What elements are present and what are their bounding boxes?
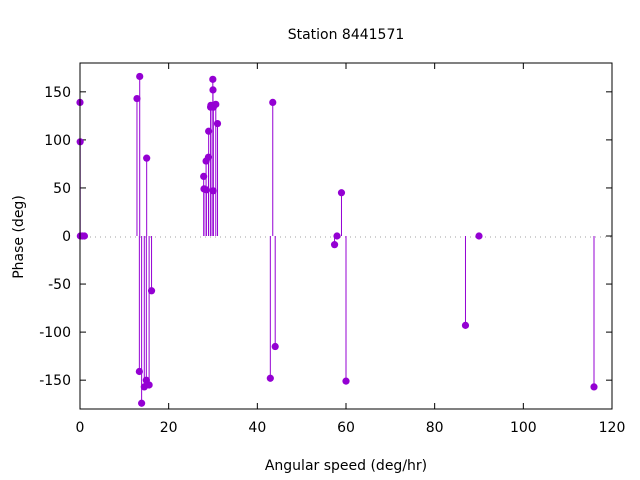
y-axis-ticks: -150 -100 -50 0 50 100 150 (39, 85, 612, 389)
y-axis-label: Phase (deg) (11, 195, 27, 279)
data-point (337, 189, 346, 197)
plot-frame (79, 62, 613, 410)
data-point (209, 75, 217, 83)
x-tick-label: 40 (248, 420, 266, 436)
data-point (461, 321, 470, 329)
data-point (205, 127, 213, 135)
impulse-lines (79, 76, 595, 404)
data-point (143, 154, 151, 162)
data-point (136, 72, 144, 81)
data-point (209, 86, 217, 94)
x-tick-label: 120 (599, 420, 626, 436)
data-point (269, 98, 277, 107)
data-point (200, 172, 208, 181)
data-points (76, 72, 598, 407)
data-point (147, 287, 156, 295)
data-point (135, 367, 143, 376)
data-point (342, 377, 350, 385)
x-tick-label: 0 (76, 420, 85, 436)
data-point (202, 186, 210, 194)
chart-title: Station 8441571 (288, 27, 405, 43)
x-tick-label: 60 (337, 420, 355, 436)
data-point (138, 399, 146, 407)
data-point (271, 342, 279, 351)
y-tick-label: 150 (44, 85, 71, 101)
x-axis-label: Angular speed (deg/hr) (265, 458, 427, 474)
data-point (590, 383, 598, 391)
y-tick-label: 50 (53, 181, 71, 197)
x-tick-label: 80 (426, 420, 444, 436)
data-point (145, 381, 153, 389)
y-tick-label: -100 (39, 325, 71, 341)
data-point (330, 241, 339, 249)
data-point (475, 232, 483, 240)
data-point (204, 153, 213, 161)
data-point (212, 100, 220, 108)
y-tick-label: -50 (48, 277, 71, 293)
data-point (133, 94, 141, 103)
y-tick-label: 100 (44, 133, 71, 149)
data-point (209, 187, 217, 195)
data-point (333, 232, 341, 240)
data-point (213, 119, 222, 128)
x-tick-label: 20 (160, 420, 178, 436)
x-axis-ticks: 0 20 40 60 80 100 120 (76, 63, 626, 436)
x-tick-label: 100 (510, 420, 537, 436)
data-point (266, 374, 274, 382)
y-tick-label: -150 (39, 373, 71, 389)
data-point (80, 232, 89, 240)
y-tick-label: 0 (62, 229, 71, 245)
